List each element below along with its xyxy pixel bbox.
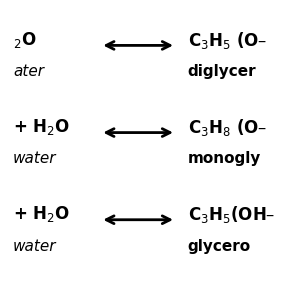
Text: monogly: monogly [188, 151, 261, 166]
Text: + H$_2$O: + H$_2$O [13, 117, 70, 137]
Text: glycero: glycero [188, 239, 251, 254]
Text: ater: ater [13, 64, 44, 79]
Text: water: water [13, 151, 56, 166]
Text: + H$_2$O: + H$_2$O [13, 205, 70, 225]
Text: C$_3$H$_8$ (O–: C$_3$H$_8$ (O– [188, 117, 267, 138]
Text: C$_3$H$_5$ (O–: C$_3$H$_5$ (O– [188, 30, 267, 51]
Text: $_2$O: $_2$O [13, 30, 37, 50]
Text: water: water [13, 239, 56, 254]
Text: C$_3$H$_5$(OH–: C$_3$H$_5$(OH– [188, 204, 275, 225]
Text: diglycer: diglycer [188, 64, 256, 79]
